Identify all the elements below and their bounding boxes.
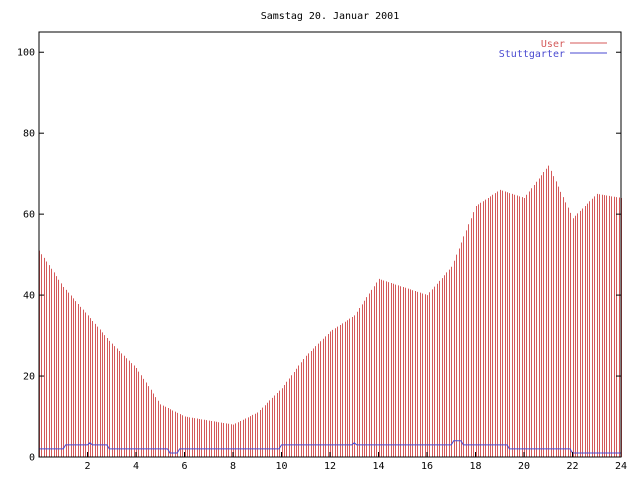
legend: User Stuttgarter xyxy=(499,39,607,60)
x-tick-label: 16 xyxy=(421,461,433,472)
y-axis: 0 20 40 60 80 100 xyxy=(17,48,621,464)
x-tick-label: 10 xyxy=(275,461,287,472)
y-tick-label: 60 xyxy=(23,210,35,221)
x-tick-label: 6 xyxy=(181,461,187,472)
legend-label-stuttgarter: Stuttgarter xyxy=(499,49,565,60)
x-tick-label: 24 xyxy=(615,461,627,472)
chart-title: Samstag 20. Januar 2001 xyxy=(261,11,399,22)
y-tick-label: 0 xyxy=(29,453,35,464)
y-tick-label: 100 xyxy=(17,48,35,59)
x-axis: 2 4 6 8 10 12 14 16 18 20 22 24 xyxy=(84,452,627,472)
series-user-bars xyxy=(39,165,622,457)
x-tick-label: 8 xyxy=(230,461,236,472)
x-tick-label: 14 xyxy=(372,461,384,472)
x-tick-label: 18 xyxy=(469,461,481,472)
series-stuttgarter-line xyxy=(39,440,621,454)
y-tick-label: 40 xyxy=(23,291,35,302)
x-tick-label: 12 xyxy=(324,461,336,472)
y-tick-label: 80 xyxy=(23,129,35,140)
x-tick-label: 2 xyxy=(84,461,90,472)
y-tick-label: 20 xyxy=(23,372,35,383)
x-tick-label: 22 xyxy=(566,461,578,472)
legend-label-user: User xyxy=(541,39,565,50)
x-tick-label: 4 xyxy=(133,461,139,472)
x-tick-label: 20 xyxy=(518,461,530,472)
